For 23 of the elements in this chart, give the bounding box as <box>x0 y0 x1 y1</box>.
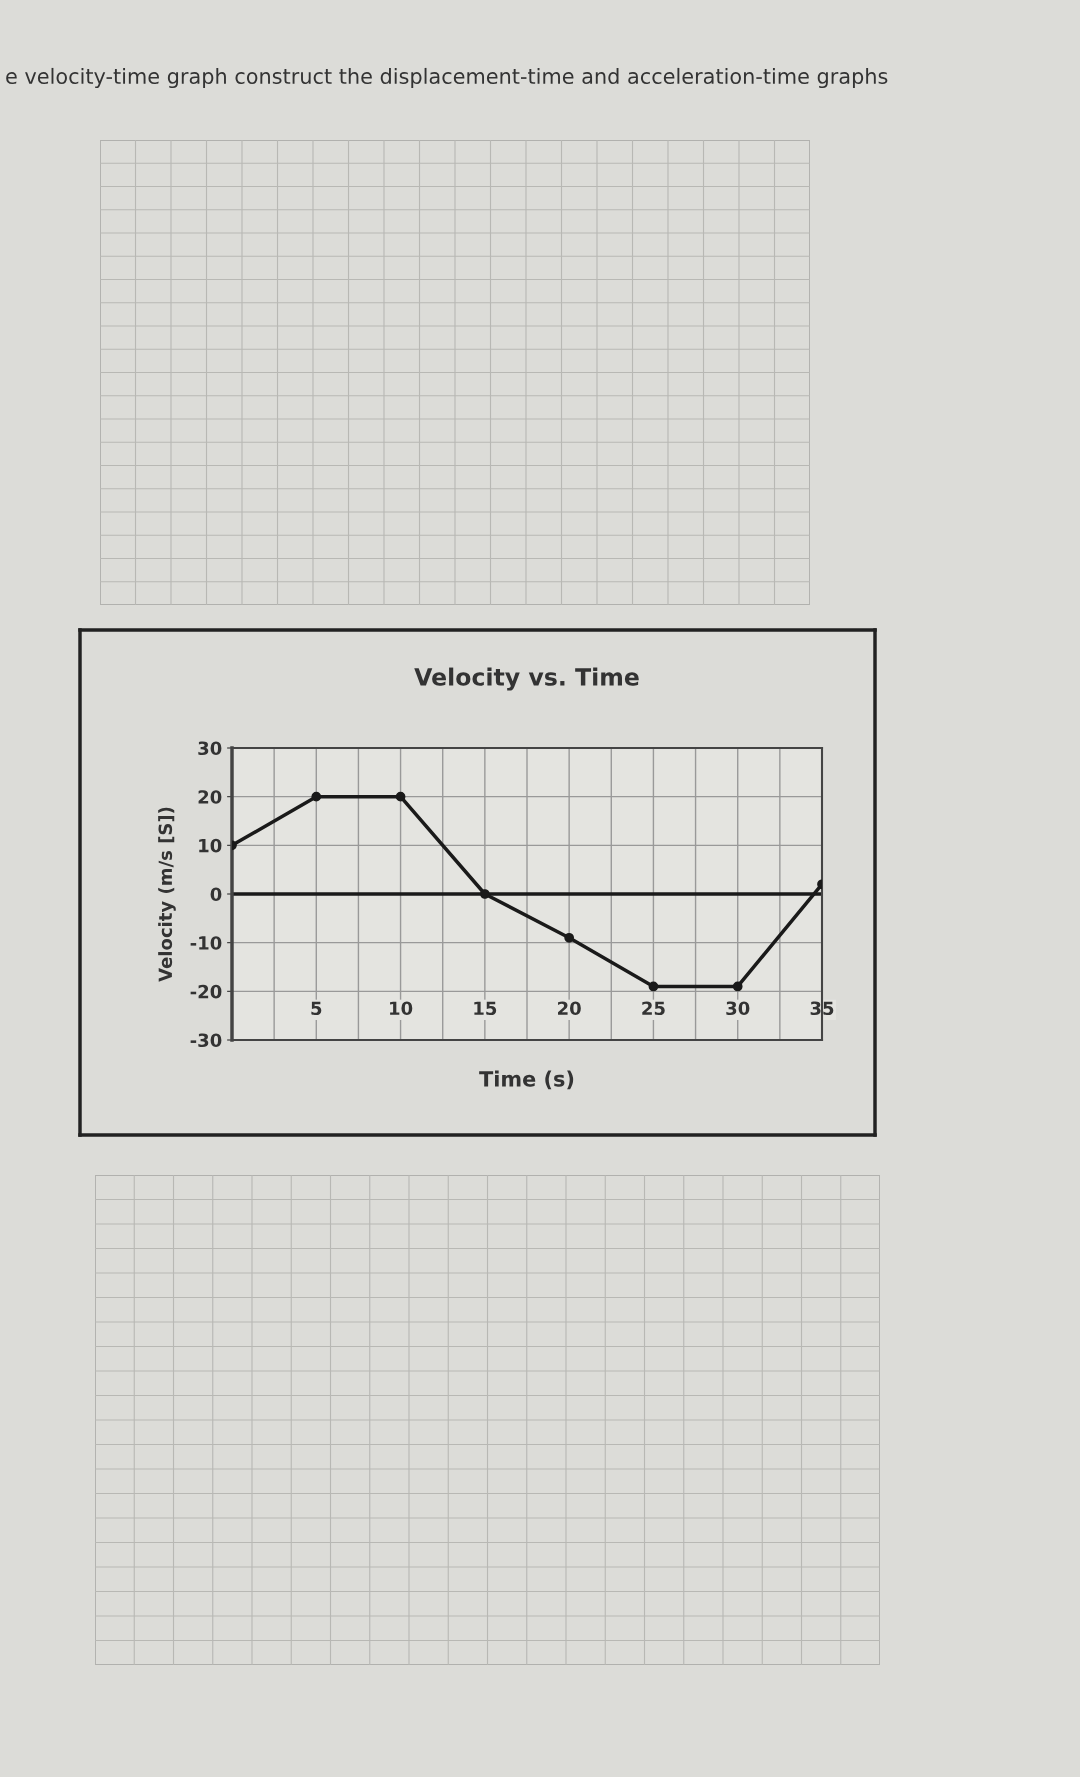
point <box>732 981 743 992</box>
x-axis-title: Time (s) <box>479 1070 574 1090</box>
point <box>648 981 659 992</box>
x-tick-label: 5 <box>311 1001 322 1016</box>
x-tick-label: 10 <box>390 1001 413 1016</box>
y-tick-label: -20 <box>190 984 222 999</box>
y-tick-label: -10 <box>190 936 222 950</box>
x-tick-label: 30 <box>726 1001 750 1016</box>
x-tick-label: 20 <box>558 1001 581 1016</box>
y-tick-label: 0 <box>210 887 222 902</box>
point <box>311 791 322 802</box>
y-axis-title: Velocity (m/s [S]) <box>158 807 176 982</box>
y-tick-label: 30 <box>198 741 222 756</box>
x-tick-label: 15 <box>474 1001 497 1016</box>
y-tick-label: -30 <box>190 1033 222 1048</box>
point <box>479 889 490 899</box>
chart-title: Velocity vs. Time <box>414 667 639 691</box>
x-tick-label: 25 <box>642 1001 665 1016</box>
y-tick-label: 10 <box>199 838 222 853</box>
point <box>395 791 406 802</box>
y-tick-label: 20 <box>198 790 222 804</box>
text: e velocity-time graph construct the displacement-time and acceleration-time graphs <box>6 67 888 89</box>
point <box>564 932 575 943</box>
